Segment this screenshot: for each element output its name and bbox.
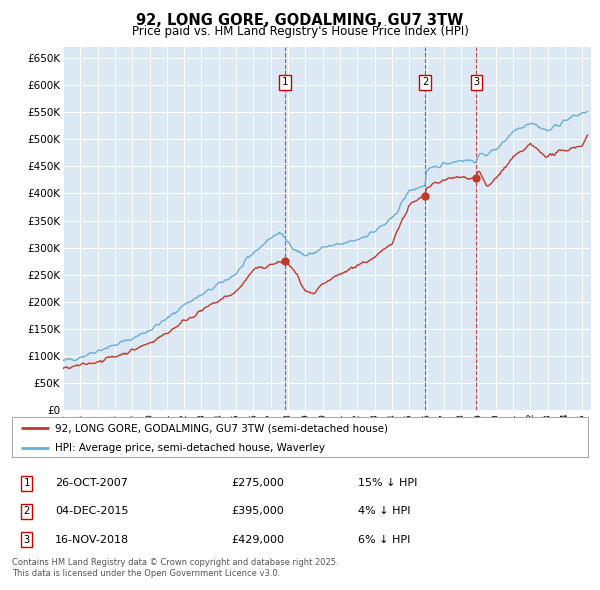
Text: Contains HM Land Registry data © Crown copyright and database right 2025.
This d: Contains HM Land Registry data © Crown c…	[12, 558, 338, 578]
Text: 1: 1	[23, 478, 29, 488]
Text: 3: 3	[23, 535, 29, 545]
Text: HPI: Average price, semi-detached house, Waverley: HPI: Average price, semi-detached house,…	[55, 444, 325, 454]
Text: 16-NOV-2018: 16-NOV-2018	[55, 535, 130, 545]
Text: 26-OCT-2007: 26-OCT-2007	[55, 478, 128, 488]
Text: £275,000: £275,000	[231, 478, 284, 488]
Text: 04-DEC-2015: 04-DEC-2015	[55, 506, 128, 516]
Text: 1: 1	[282, 77, 288, 87]
Text: £395,000: £395,000	[231, 506, 284, 516]
Text: 4% ↓ HPI: 4% ↓ HPI	[358, 506, 410, 516]
Text: 3: 3	[473, 77, 479, 87]
Text: 92, LONG GORE, GODALMING, GU7 3TW: 92, LONG GORE, GODALMING, GU7 3TW	[136, 13, 464, 28]
Text: 15% ↓ HPI: 15% ↓ HPI	[358, 478, 417, 488]
Text: 6% ↓ HPI: 6% ↓ HPI	[358, 535, 410, 545]
Text: £429,000: £429,000	[231, 535, 284, 545]
Text: 2: 2	[422, 77, 428, 87]
Text: 92, LONG GORE, GODALMING, GU7 3TW (semi-detached house): 92, LONG GORE, GODALMING, GU7 3TW (semi-…	[55, 424, 388, 434]
Text: 2: 2	[23, 506, 29, 516]
Text: Price paid vs. HM Land Registry's House Price Index (HPI): Price paid vs. HM Land Registry's House …	[131, 25, 469, 38]
